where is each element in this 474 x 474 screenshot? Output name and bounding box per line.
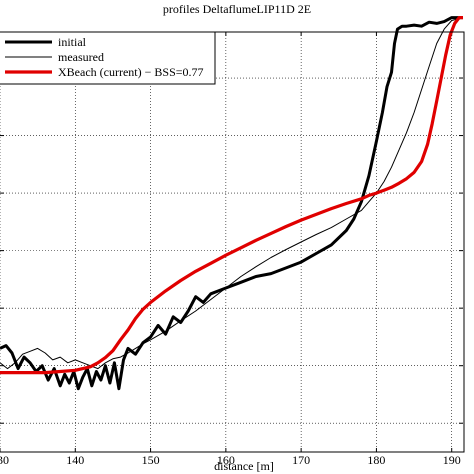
legend-xbeach-label: XBeach (current) − BSS=0.77 bbox=[58, 65, 204, 79]
series-initial-line bbox=[0, 16, 463, 391]
x-tick-label: 190 bbox=[443, 453, 461, 467]
series-measured-line bbox=[0, 17, 464, 370]
x-tick-label: 150 bbox=[142, 453, 160, 467]
plot-frame bbox=[0, 31, 465, 453]
x-tick-label: 180 bbox=[367, 453, 385, 467]
x-axis-label: distance [m] bbox=[214, 459, 274, 473]
series-group bbox=[0, 16, 464, 391]
legend-measured-label: measured bbox=[58, 50, 104, 64]
x-tick-label: 160 bbox=[217, 453, 235, 467]
x-tick-label: 140 bbox=[66, 453, 84, 467]
x-tick-label: 170 bbox=[292, 453, 310, 467]
chart-title: profiles DeltaflumeLIP11D 2E bbox=[163, 2, 311, 16]
x-tick-label: 130 bbox=[0, 453, 9, 467]
x-tick-labels: 130 140 150 160 170 180 190 bbox=[0, 453, 461, 467]
grid bbox=[0, 32, 463, 452]
series-xbeach-line bbox=[0, 16, 463, 375]
legend-initial-label: initial bbox=[58, 35, 87, 49]
